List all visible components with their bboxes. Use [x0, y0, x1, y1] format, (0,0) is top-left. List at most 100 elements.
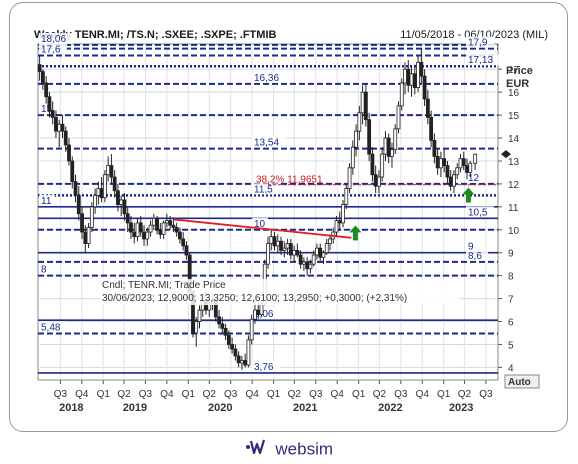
level-label-bg	[252, 308, 280, 320]
y-tick-label: 6	[508, 318, 514, 329]
candle-body	[155, 217, 159, 231]
last-price-marker	[501, 150, 511, 159]
candle-body	[99, 188, 104, 199]
candle-body	[106, 165, 111, 176]
level-label: 16,36	[254, 73, 279, 84]
level-label-bg	[466, 206, 494, 218]
candle-body	[161, 222, 166, 235]
candle-body	[138, 222, 143, 233]
y-tick-label: 8	[508, 272, 514, 283]
candle-body	[40, 71, 45, 84]
candle-body	[367, 119, 372, 155]
x-quarter-label: Q1	[182, 389, 196, 400]
candle-body	[256, 309, 261, 316]
x-quarter-label: Q3	[394, 389, 408, 400]
candle-body	[393, 128, 398, 150]
candle-body	[308, 263, 313, 270]
x-quarter-label: Q4	[331, 389, 345, 400]
level-label: 17,6	[41, 44, 61, 55]
x-quarter-label: Q3	[479, 389, 493, 400]
candle-body	[442, 158, 447, 166]
candle-body	[465, 165, 469, 173]
candle-body	[429, 116, 434, 141]
x-quarter-label: Q2	[458, 389, 472, 400]
legend-line-2: 30/06/2023; 12,9000; 13,3250; 12,6100; 1…	[102, 293, 407, 304]
y-tick-label: 13	[508, 157, 520, 168]
candle-body	[373, 174, 378, 187]
candle-body	[158, 229, 163, 235]
candle-body	[226, 334, 231, 345]
candle-body	[70, 160, 75, 183]
candle-body	[253, 309, 257, 320]
candle-body	[50, 110, 55, 118]
candle-body	[129, 222, 133, 233]
candle-body	[60, 123, 65, 132]
candle-body	[73, 181, 78, 196]
candle-body	[370, 153, 375, 176]
candle-body	[452, 174, 456, 187]
candle-body	[412, 73, 417, 88]
level-label: 13,54	[254, 138, 279, 149]
candle-body	[116, 190, 120, 205]
candle-body	[350, 146, 355, 169]
y-tick-label: 17	[508, 65, 520, 76]
x-quarter-label: Q3	[309, 389, 323, 400]
level-label: 17,13	[468, 55, 493, 66]
candle-body	[435, 155, 440, 169]
candle-body	[311, 254, 316, 265]
candle-body	[109, 165, 114, 178]
candle-body	[425, 98, 430, 118]
candle-body	[321, 252, 326, 258]
candle-body	[383, 137, 388, 155]
candle-body	[76, 194, 81, 215]
trendline	[173, 218, 352, 239]
candle-body	[461, 158, 466, 166]
candle-body	[178, 231, 182, 240]
candle-body	[288, 243, 293, 256]
candle-body	[318, 247, 323, 258]
date-range: 11/05/2018 - 06/10/2023 (MIL)	[400, 29, 548, 41]
x-quarter-label: Q3	[54, 389, 68, 400]
up-arrow-icon	[349, 225, 362, 241]
candle-body	[354, 130, 358, 148]
candle-body	[315, 247, 319, 256]
candle-body	[399, 82, 404, 107]
candle-body	[246, 339, 251, 366]
candle-body	[386, 137, 391, 157]
level-label: 6,06	[254, 309, 274, 320]
y-tick-label: 9	[508, 249, 514, 260]
candle-body	[181, 238, 186, 247]
candle-body	[220, 323, 225, 329]
candle-body	[357, 112, 362, 132]
up-arrow-icon	[462, 187, 475, 203]
candle-body	[96, 188, 101, 196]
candle-body	[275, 240, 280, 247]
level-label-bg	[466, 249, 488, 261]
candle-body	[403, 68, 407, 84]
x-quarter-label: Q4	[245, 389, 259, 400]
level-label: 10,5	[468, 207, 488, 218]
candle-body	[439, 158, 443, 169]
candle-body	[390, 149, 394, 157]
level-label: 11,5	[254, 184, 273, 195]
x-year-label: 2021	[293, 402, 317, 414]
scale-mode-label: Auto	[508, 377, 531, 388]
level-label: 10	[254, 219, 266, 230]
x-quarter-label: Q1	[97, 389, 111, 400]
candle-body	[292, 250, 296, 256]
y-axis-title: Price	[506, 65, 533, 77]
x-quarter-label: Q2	[117, 389, 131, 400]
candle-body	[122, 199, 127, 215]
candle-body	[217, 316, 221, 325]
level-label: 15	[41, 104, 53, 115]
candle-body	[67, 144, 71, 162]
candle-body	[83, 231, 88, 244]
logo-text: websim	[275, 439, 334, 459]
y-tick-label: 7	[508, 295, 514, 306]
candle-body	[468, 162, 473, 173]
x-quarter-label: Q1	[352, 389, 366, 400]
scale-mode-box	[504, 374, 540, 389]
candle-body	[148, 224, 153, 233]
x-quarter-label: Q2	[203, 389, 217, 400]
